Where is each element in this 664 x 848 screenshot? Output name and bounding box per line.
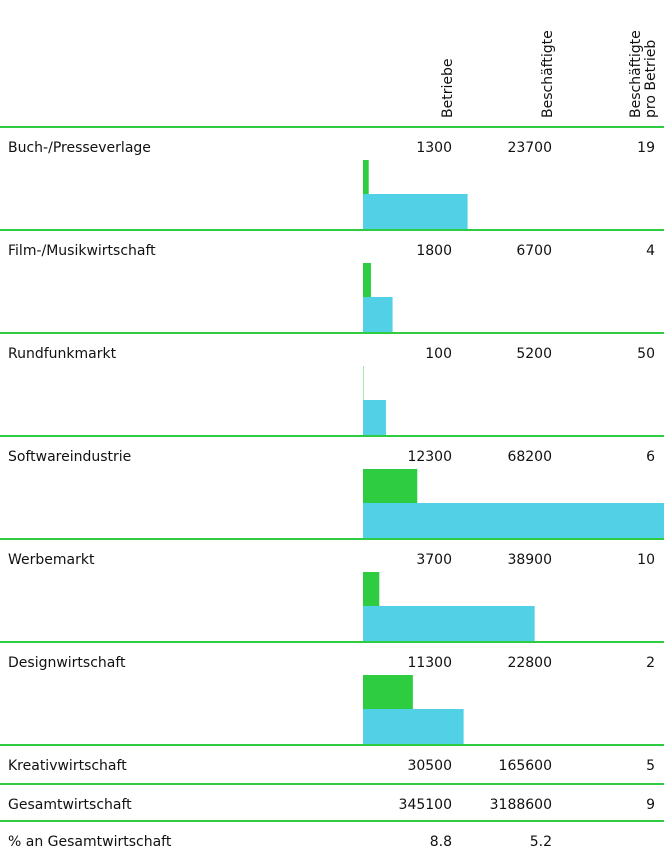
column-header: Beschäftigte <box>540 30 556 118</box>
bar-betriebe <box>363 469 418 503</box>
bar-beschaeftigte <box>363 297 393 332</box>
row-label: Werbemarkt <box>8 552 95 568</box>
bar-betriebe <box>363 572 380 606</box>
cell: 10 <box>637 552 655 568</box>
row-label: Kreativwirtschaft <box>8 758 127 774</box>
cell: 12300 <box>407 449 452 465</box>
cell: 100 <box>425 346 452 362</box>
row-label: % an Gesamtwirtschaft <box>8 834 172 848</box>
cell: 30500 <box>407 758 452 774</box>
bar-beschaeftigte <box>363 709 464 744</box>
row-label: Gesamtwirtschaft <box>8 797 132 813</box>
cell: 3700 <box>416 552 452 568</box>
cell: 8.8 <box>430 834 452 848</box>
bar-beschaeftigte <box>363 606 535 641</box>
cell: 165600 <box>499 758 552 774</box>
column-header: pro Betrieb <box>643 40 659 118</box>
cell: 19 <box>637 140 655 156</box>
cell: 6700 <box>516 243 552 259</box>
cell: 38900 <box>507 552 552 568</box>
cell: 5 <box>646 758 655 774</box>
cell: 5.2 <box>530 834 552 848</box>
bar-betriebe <box>363 263 371 297</box>
cell: 22800 <box>507 655 552 671</box>
cell: 3188600 <box>490 797 552 813</box>
row-label: Designwirtschaft <box>8 655 126 671</box>
cell: 9 <box>646 797 655 813</box>
bar-beschaeftigte <box>363 503 664 538</box>
cell: 345100 <box>399 797 452 813</box>
bar-betriebe <box>363 675 413 709</box>
cell: 68200 <box>507 449 552 465</box>
bar-betriebe <box>363 160 369 194</box>
cell: 4 <box>646 243 655 259</box>
cell: 23700 <box>507 140 552 156</box>
cell: 50 <box>637 346 655 362</box>
cell: 11300 <box>407 655 452 671</box>
row-label: Softwareindustrie <box>8 449 131 465</box>
column-header: Betriebe <box>440 59 456 118</box>
cell: 6 <box>646 449 655 465</box>
bar-beschaeftigte <box>363 194 468 229</box>
row-label: Rundfunkmarkt <box>8 346 117 362</box>
column-header: Beschäftigte <box>628 30 644 118</box>
cell: 1800 <box>416 243 452 259</box>
cell: 2 <box>646 655 655 671</box>
cell: 5200 <box>516 346 552 362</box>
row-label: Film-/Musikwirtschaft <box>8 243 156 259</box>
row-label: Buch-/Presseverlage <box>8 140 151 156</box>
cell: 1300 <box>416 140 452 156</box>
bar-beschaeftigte <box>363 400 386 435</box>
